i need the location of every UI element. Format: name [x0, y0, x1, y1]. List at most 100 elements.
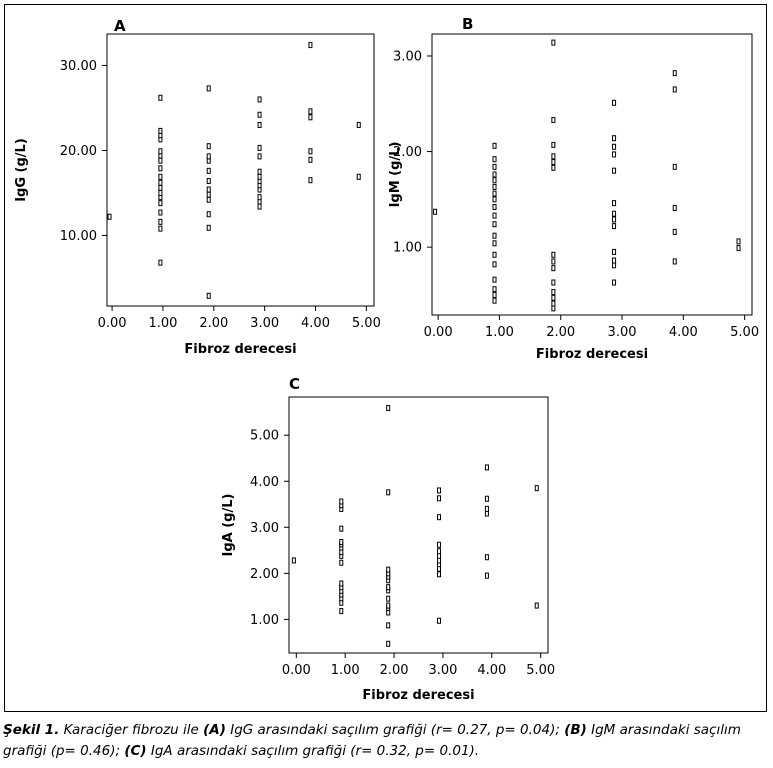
data-point	[339, 580, 344, 587]
data-point	[206, 292, 211, 299]
data-point	[492, 232, 497, 239]
data-point	[339, 539, 344, 546]
data-point	[736, 238, 741, 245]
data-point	[386, 566, 391, 573]
x-tick-label: 3.00	[428, 663, 457, 678]
figure-frame	[4, 4, 767, 712]
data-point	[492, 156, 497, 163]
data-point	[612, 167, 617, 174]
data-point	[386, 640, 391, 647]
x-tick-label: 0.00	[424, 325, 453, 340]
data-point	[158, 200, 163, 207]
data-point	[551, 153, 556, 160]
data-point	[492, 212, 497, 219]
data-point	[612, 151, 617, 158]
data-point	[534, 602, 539, 609]
data-point	[107, 213, 112, 220]
plot-area	[288, 396, 549, 654]
data-point	[612, 210, 617, 217]
data-point	[158, 94, 163, 101]
panel-letter: A	[114, 17, 126, 35]
data-point	[551, 251, 556, 258]
x-tick-label: 2.00	[546, 325, 575, 340]
data-point	[672, 258, 677, 265]
data-point	[551, 305, 556, 312]
x-tick-label: 1.00	[148, 316, 177, 331]
x-tick-label: 5.00	[526, 663, 555, 678]
data-point	[492, 221, 497, 228]
data-point	[492, 276, 497, 283]
data-point	[339, 525, 344, 532]
data-point	[612, 248, 617, 255]
panel-letter: C	[289, 375, 300, 393]
data-point	[386, 622, 391, 629]
data-point	[356, 121, 361, 128]
data-point	[257, 96, 262, 103]
data-point	[534, 485, 539, 492]
x-tick-label: 2.00	[380, 663, 409, 678]
data-point	[492, 261, 497, 268]
caption-text-1: Karaciğer fibrozu ile	[59, 722, 204, 738]
data-point	[257, 203, 262, 210]
x-tick-label: 1.00	[331, 663, 360, 678]
data-point	[492, 190, 497, 197]
data-point	[551, 159, 556, 166]
y-tick-label: 3.00	[393, 49, 422, 64]
data-point	[158, 165, 163, 172]
caption-ref-a: (A)	[203, 722, 226, 738]
data-point	[612, 262, 617, 269]
data-point	[551, 300, 556, 307]
data-point	[386, 489, 391, 496]
x-axis-title: Fibroz derecesi	[184, 342, 296, 357]
data-point	[257, 144, 262, 151]
data-point	[492, 177, 497, 184]
data-point	[308, 42, 313, 49]
data-point	[736, 245, 741, 252]
data-point	[484, 572, 489, 579]
caption-ref-b: (B)	[564, 722, 587, 738]
data-point	[158, 225, 163, 232]
data-point	[308, 156, 313, 163]
data-point	[612, 257, 617, 264]
data-point	[158, 173, 163, 180]
caption-label: Şekil 1.	[3, 722, 60, 738]
data-point	[356, 173, 361, 180]
data-point	[437, 617, 442, 624]
data-point	[308, 108, 313, 115]
scatter-figure: A 0.00 1.00 2.00 3.00 4.00 5.00 10.00 20.00 30.00…	[14, 15, 759, 703]
chart-panel-a: A 0.00 1.00 2.00 3.00 4.00 5.00 10.00 20.00 30.00…	[14, 17, 381, 357]
data-point	[437, 541, 442, 548]
data-point	[291, 557, 296, 564]
data-point	[433, 208, 438, 215]
data-point	[206, 143, 211, 150]
data-point	[257, 153, 262, 160]
caption-ref-c: (C)	[124, 743, 147, 759]
data-point	[386, 584, 391, 591]
data-point	[386, 602, 391, 609]
x-tick-label: 1.00	[485, 325, 514, 340]
data-point	[612, 223, 617, 230]
x-tick-label: 0.00	[282, 663, 311, 678]
figure-caption: Şekil 1. Karaciğer fibrozu ile (A) IgG a…	[3, 720, 771, 762]
caption-text-2: IgG arasındaki saçılım grafiği (r= 0.27,…	[225, 722, 565, 738]
data-point	[672, 86, 677, 93]
chart-panel-c: C 0.00 1.00 2.00 3.00 4.00 5.00 1.00 2.00 3.00 4.0…	[221, 375, 555, 703]
data-point	[551, 289, 556, 296]
data-point	[206, 211, 211, 218]
data-point	[612, 143, 617, 150]
data-point	[308, 148, 313, 155]
data-point	[492, 291, 497, 298]
x-tick-label: 5.00	[352, 316, 381, 331]
data-point	[551, 117, 556, 124]
x-axis-title: Fibroz derecesi	[536, 347, 648, 362]
plot-area	[431, 33, 753, 316]
data-point	[158, 148, 163, 155]
data-point	[308, 177, 313, 184]
data-point	[551, 141, 556, 148]
data-point	[158, 209, 163, 216]
data-point	[308, 114, 313, 121]
x-tick-label: 3.00	[250, 316, 279, 331]
data-point	[551, 294, 556, 301]
y-tick-label: 2.00	[393, 145, 422, 160]
data-point	[484, 495, 489, 502]
